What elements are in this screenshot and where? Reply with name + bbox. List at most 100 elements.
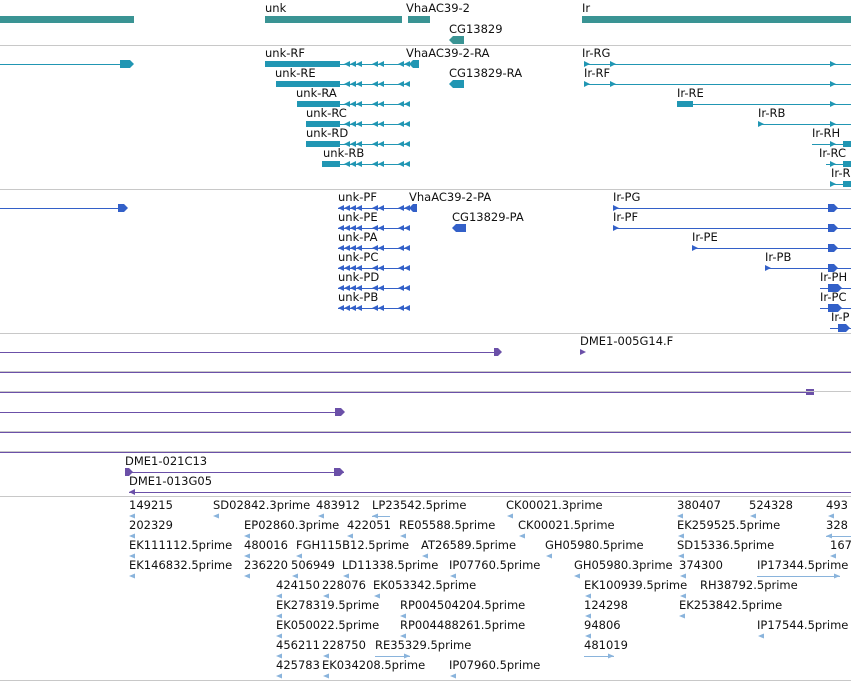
transcript-label[interactable]: VhaAC39-2-RA [406,46,490,60]
transcript-exon[interactable] [843,161,851,167]
strand-arrow-right[interactable] [404,653,410,659]
feature-intron-line[interactable] [0,412,344,413]
exon-arrow-right[interactable] [828,284,842,292]
feature-intron-line[interactable] [0,208,122,209]
strand-arrow-left[interactable] [398,81,404,87]
est-line[interactable] [757,576,840,577]
strand-arrow-left[interactable] [374,593,380,599]
feature-intron-line[interactable] [613,228,851,229]
est-label[interactable]: 493 [826,498,848,512]
est-label[interactable]: 202329 [129,518,173,532]
strand-arrow-left[interactable] [129,573,135,579]
feature-intron-line[interactable] [0,432,851,433]
strand-arrow-left[interactable] [400,533,406,539]
strand-arrow-left[interactable] [398,265,404,271]
strand-arrow-left[interactable] [372,225,378,231]
strand-arrow-left[interactable] [350,61,356,67]
strand-arrow-left[interactable] [356,141,362,147]
strand-arrow-left[interactable] [372,305,378,311]
exon-arrow-right[interactable] [494,348,502,356]
strand-arrow-left[interactable] [356,245,362,251]
feature-intron-line[interactable] [758,124,851,125]
est-line[interactable] [584,656,614,657]
strand-arrow-left[interactable] [356,161,362,167]
strand-arrow-left[interactable] [404,305,410,311]
strand-arrow-left[interactable] [338,205,344,211]
est-label[interactable]: IP07760.5prime [449,558,541,572]
transcript-label[interactable]: Ir-RC [819,146,846,160]
strand-arrow-left[interactable] [828,513,834,519]
strand-arrow-left[interactable] [404,205,410,211]
strand-arrow-left[interactable] [129,533,135,539]
strand-arrow-left[interactable] [398,121,404,127]
cdna-label[interactable]: DME1-021C13 [125,454,208,468]
strand-arrow-left[interactable] [519,533,525,539]
feature-intron-line[interactable] [692,248,851,249]
strand-arrow-left[interactable] [372,205,378,211]
est-label[interactable]: 167 [830,538,851,552]
est-label[interactable]: EK111112.5prime [129,538,233,552]
strand-arrow-left[interactable] [378,101,384,107]
transcript-label[interactable]: Ir-RH [812,126,841,140]
strand-arrow-left[interactable] [244,573,250,579]
est-label[interactable]: EK259525.5prime [677,518,781,532]
strand-arrow-right[interactable] [830,161,836,167]
feature-intron-line[interactable] [0,372,851,373]
est-label[interactable]: 149215 [129,498,173,512]
est-label[interactable]: RH38792.5prime [700,578,798,592]
strand-arrow-left[interactable] [400,633,406,639]
est-label[interactable]: 328 [826,518,848,532]
est-label[interactable]: 425783 [276,658,320,672]
gene-bar-ir[interactable] [582,16,851,23]
strand-arrow-right[interactable] [610,81,616,87]
exon-arrow-right[interactable] [828,264,838,272]
strand-arrow-left[interactable] [356,205,362,211]
strand-arrow-right[interactable] [830,81,836,87]
feature-intron-line[interactable] [0,392,814,393]
strand-arrow-left[interactable] [398,141,404,147]
est-label[interactable]: 228076 [322,578,366,592]
strand-arrow-right[interactable] [584,61,590,67]
strand-arrow-left[interactable] [404,121,410,127]
protein-label[interactable]: Ir-PG [613,190,641,204]
feature-intron-line[interactable] [338,288,407,289]
strand-arrow-left[interactable] [276,633,282,639]
strand-arrow-left[interactable] [344,285,350,291]
feature-intron-line[interactable] [306,124,407,125]
strand-arrow-left[interactable] [585,633,591,639]
strand-arrow-left[interactable] [378,245,384,251]
est-label[interactable]: IP17544.5prime [757,618,849,632]
transcript-label[interactable]: Ir-RF [584,66,611,80]
protein-label[interactable]: unk-PF [338,190,377,204]
feature-intron-line[interactable] [338,268,407,269]
strand-arrow-left[interactable] [129,553,135,559]
strand-arrow-right[interactable] [758,121,764,127]
est-label[interactable]: EK278319.5prime [276,598,380,612]
strand-arrow-left[interactable] [378,161,384,167]
gene-bar-vhaac39-2[interactable] [408,16,430,23]
exon-arrow-left[interactable] [449,80,464,88]
strand-arrow-left[interactable] [398,245,404,251]
protein-label[interactable]: CG13829-PA [452,210,524,224]
transcript-exon[interactable] [276,81,340,87]
protein-label[interactable]: unk-PD [338,270,380,284]
feature-intron-line[interactable] [338,248,407,249]
est-label[interactable]: EK050022.5prime [276,618,380,632]
feature-intron-line[interactable] [322,164,407,165]
transcript-label[interactable]: unk-RD [306,126,349,140]
exon-arrow-right[interactable] [828,204,838,212]
strand-arrow-left[interactable] [318,513,324,519]
strand-arrow-left[interactable] [350,305,356,311]
est-label[interactable]: IP07960.5prime [449,658,541,672]
est-label[interactable]: 524328 [749,498,793,512]
strand-arrow-left[interactable] [404,61,410,67]
strand-arrow-left[interactable] [378,285,384,291]
strand-arrow-left[interactable] [323,593,329,599]
strand-arrow-left[interactable] [378,305,384,311]
est-label[interactable]: 424150 [276,578,320,592]
strand-arrow-left[interactable] [323,673,329,679]
protein-label[interactable]: Ir-PB [765,250,792,264]
protein-label[interactable]: Ir-PH [820,270,848,284]
strand-arrow-left[interactable] [404,245,410,251]
est-label[interactable]: FGH115B12.5prime [296,538,410,552]
